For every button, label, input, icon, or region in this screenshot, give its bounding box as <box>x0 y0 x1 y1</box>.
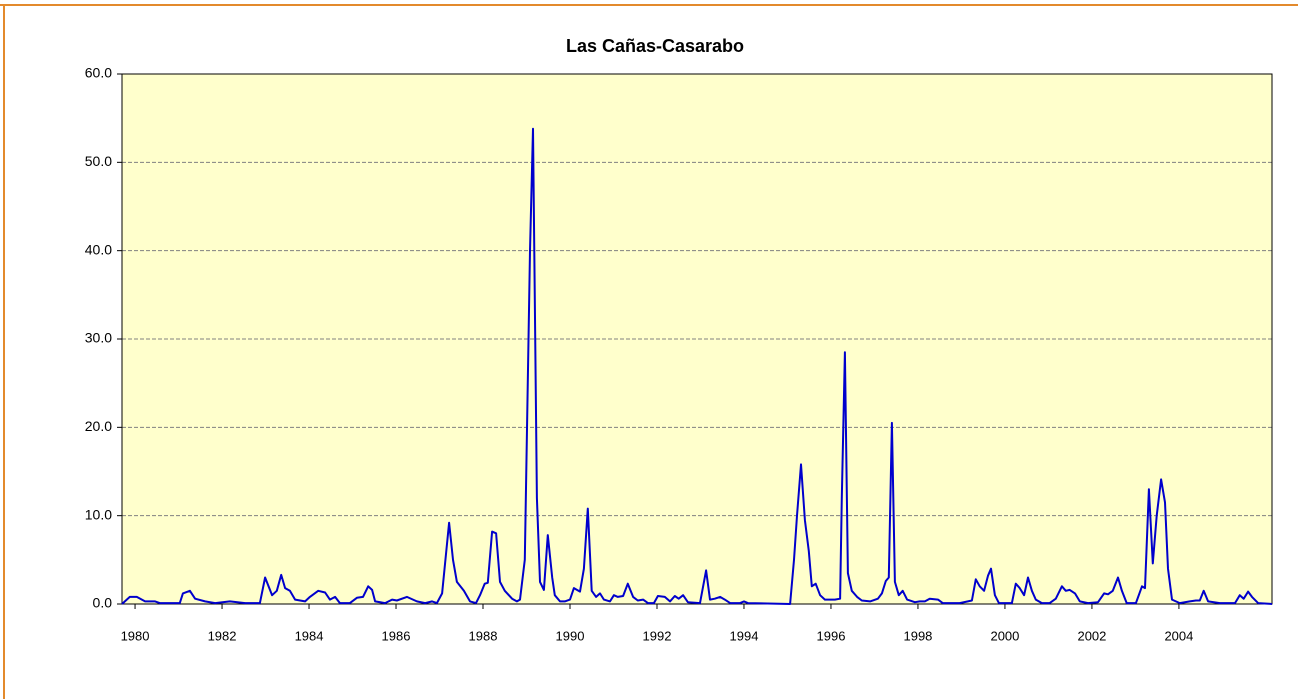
chart-title: Las Cañas-Casarabo <box>566 36 744 56</box>
x-tick-label: 1996 <box>817 628 846 643</box>
y-tick-label: 10.0 <box>85 506 112 522</box>
x-tick-label: 1988 <box>469 628 498 643</box>
data-line <box>121 127 1273 605</box>
plot-area <box>122 74 1272 604</box>
y-tick-label: 0.0 <box>93 595 113 611</box>
x-tick-label: 1982 <box>208 628 237 643</box>
x-tick-label: 2004 <box>1164 628 1193 643</box>
y-tick-label: 30.0 <box>85 330 112 346</box>
x-tick-label: 2002 <box>1077 628 1106 643</box>
x-tick-label: 1994 <box>730 628 759 643</box>
x-tick-label: 1984 <box>295 628 324 643</box>
plot-border <box>121 73 1273 605</box>
x-tick-label: 1986 <box>382 628 411 643</box>
x-tick-label: 1992 <box>643 628 672 643</box>
y-tick-label: 40.0 <box>85 241 112 257</box>
x-tick-label: 2000 <box>990 628 1019 643</box>
y-tick-label: 20.0 <box>85 418 112 434</box>
x-tick-label: 1980 <box>121 628 150 643</box>
x-tick-label: 1998 <box>903 628 932 643</box>
x-tick-label: 1990 <box>556 628 585 643</box>
y-tick-label: 60.0 <box>85 65 112 81</box>
y-tick-label: 50.0 <box>85 153 112 169</box>
